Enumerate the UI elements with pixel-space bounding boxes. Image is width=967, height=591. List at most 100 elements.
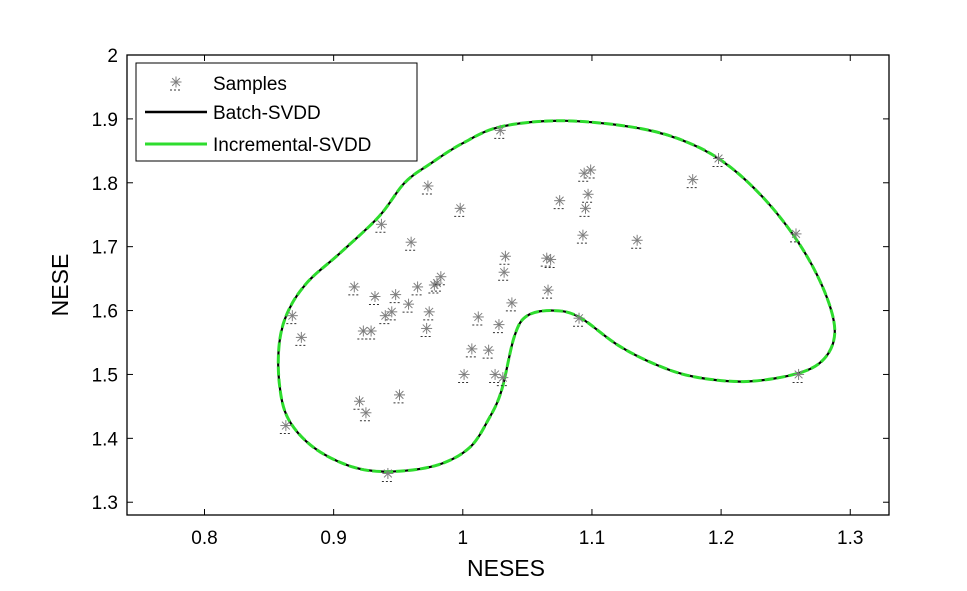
sample-point xyxy=(542,284,555,299)
marker-stroke xyxy=(467,344,477,354)
marker-stroke xyxy=(361,408,371,418)
marker-stroke xyxy=(370,292,380,301)
sample-point xyxy=(712,153,725,167)
sample-point xyxy=(368,291,381,305)
sample-point xyxy=(405,236,418,251)
marker-stroke xyxy=(484,345,493,355)
sample-point xyxy=(499,250,512,265)
marker-stroke xyxy=(494,320,504,329)
marker-stroke xyxy=(359,326,368,336)
sample-point xyxy=(686,174,699,189)
sample-point xyxy=(359,407,372,422)
marker-stroke xyxy=(350,282,359,292)
marker-stroke xyxy=(490,370,500,379)
marker-stroke xyxy=(714,154,723,163)
sample-point xyxy=(544,253,557,268)
marker-stroke xyxy=(542,253,551,263)
sample-point xyxy=(389,289,402,304)
marker-stroke xyxy=(583,190,593,199)
y-tick-label: 1.7 xyxy=(92,238,118,259)
sample-point xyxy=(494,124,507,139)
sample-point xyxy=(582,188,595,203)
marker-stroke xyxy=(406,237,416,247)
y-tick-label: 1.6 xyxy=(92,302,118,323)
sample-point xyxy=(286,310,299,325)
x-tick-label: 0.8 xyxy=(191,528,217,549)
sample-point xyxy=(454,202,467,217)
series-batch-svdd-line xyxy=(277,119,836,473)
marker-stroke xyxy=(791,229,801,239)
sample-point xyxy=(792,368,805,383)
marker-stroke xyxy=(459,370,469,379)
marker-stroke xyxy=(171,77,181,87)
sample-point xyxy=(505,297,518,312)
legend-label-batch: Batch-SVDD xyxy=(213,103,321,124)
marker-stroke xyxy=(543,285,553,295)
legend-asterisk xyxy=(170,76,182,91)
marker-stroke xyxy=(424,307,434,317)
legend-samples-marker xyxy=(170,76,182,91)
marker-stroke xyxy=(377,220,386,229)
sample-point xyxy=(790,228,803,243)
marker-stroke xyxy=(366,326,376,336)
series-incremental-svdd-line xyxy=(276,119,837,474)
sample-point xyxy=(353,395,366,410)
marker-stroke xyxy=(391,290,400,299)
marker-stroke xyxy=(281,421,291,430)
sample-point xyxy=(584,164,597,179)
legend-label-incremental: Incremental-SVDD xyxy=(213,135,371,156)
sample-point xyxy=(472,311,485,326)
sample-point xyxy=(379,310,392,325)
marker-stroke xyxy=(432,278,442,288)
marker-stroke xyxy=(574,313,584,323)
y-tick-label: 1.5 xyxy=(92,365,118,386)
plot-area xyxy=(276,119,837,482)
marker-stroke xyxy=(632,236,642,245)
marker-stroke xyxy=(387,307,397,317)
marker-stroke xyxy=(436,272,446,281)
sample-point xyxy=(420,322,433,337)
x-tick-label: 1.3 xyxy=(837,528,863,549)
x-tick-label: 1.1 xyxy=(579,528,605,549)
sample-point xyxy=(498,266,511,281)
legend: Samples Batch-SVDD Incremental-SVDD xyxy=(135,62,418,162)
sample-point xyxy=(381,467,394,482)
y-axis: 1.3 1.4 1.5 1.6 1.7 1.8 1.9 2 xyxy=(92,46,889,514)
sample-point xyxy=(421,180,434,195)
y-tick-label: 1.4 xyxy=(92,429,119,450)
marker-stroke xyxy=(688,175,697,184)
marker-stroke xyxy=(794,370,803,379)
marker-stroke xyxy=(546,255,555,264)
x-tick-label: 0.9 xyxy=(320,528,346,549)
sample-point xyxy=(492,319,505,334)
marker-stroke xyxy=(404,299,413,309)
sample-point xyxy=(573,312,586,327)
marker-stroke xyxy=(579,168,589,178)
sample-point xyxy=(553,195,566,210)
sample-point xyxy=(434,271,447,286)
sample-point xyxy=(365,325,378,340)
marker-stroke xyxy=(381,311,390,320)
x-tick-label: 1.2 xyxy=(708,528,734,549)
marker-stroke xyxy=(501,252,510,261)
marker-stroke xyxy=(474,312,483,322)
sample-point xyxy=(482,344,495,359)
marker-stroke xyxy=(288,311,297,320)
marker-stroke xyxy=(395,390,404,400)
y-tick-label: 1.9 xyxy=(92,110,118,131)
marker-stroke xyxy=(586,165,595,175)
x-tick-label: 1 xyxy=(458,528,469,549)
legend-label-samples: Samples xyxy=(213,74,287,95)
axes-frame xyxy=(126,54,890,516)
x-axis: 0.8 0.9 1 1.1 1.2 1.3 xyxy=(191,55,863,549)
marker-stroke xyxy=(498,373,508,382)
marker-stroke xyxy=(455,204,465,213)
sample-point xyxy=(465,343,478,358)
marker-stroke xyxy=(507,298,517,308)
marker-stroke xyxy=(499,267,509,277)
marker-stroke xyxy=(555,196,564,205)
sample-point xyxy=(458,368,471,383)
sample-point xyxy=(631,234,644,249)
sample-point xyxy=(385,306,398,321)
